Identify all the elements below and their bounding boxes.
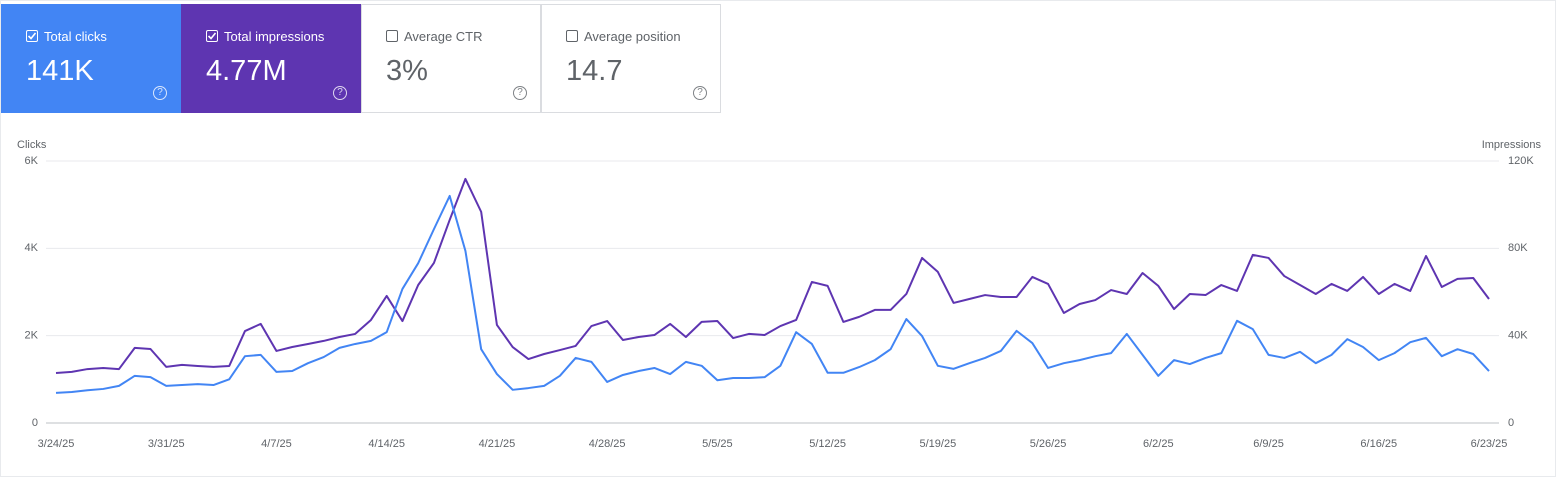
help-icon[interactable]: ? xyxy=(333,86,347,100)
y2-tick-label: 120K xyxy=(1508,155,1534,167)
y-axis-title: Clicks xyxy=(17,139,47,151)
x-tick-label: 6/9/25 xyxy=(1253,438,1284,450)
help-icon[interactable]: ? xyxy=(513,86,527,100)
series-line xyxy=(55,194,1490,394)
x-tick-label: 6/2/25 xyxy=(1143,438,1174,450)
y-tick-label: 0 xyxy=(32,417,38,429)
metric-value: 3% xyxy=(386,55,428,87)
metric-card[interactable]: Total clicks 141K? xyxy=(1,4,181,113)
metric-card[interactable]: Average position 14.7? xyxy=(541,4,721,113)
metric-label: Average position xyxy=(584,29,681,44)
checkbox[interactable] xyxy=(206,30,218,42)
x-tick-label: 5/26/25 xyxy=(1030,438,1067,450)
checkbox[interactable] xyxy=(26,30,38,42)
metric-value: 4.77M xyxy=(206,55,287,87)
x-tick-label: 5/12/25 xyxy=(809,438,846,450)
x-tick-label: 5/5/25 xyxy=(702,438,733,450)
metric-card[interactable]: Average CTR 3%? xyxy=(361,4,541,113)
x-tick-label: 6/16/25 xyxy=(1360,438,1397,450)
help-icon[interactable]: ? xyxy=(693,86,707,100)
x-tick-label: 6/23/25 xyxy=(1471,438,1508,450)
metric-label: Total impressions xyxy=(224,29,325,44)
metric-cards: Total clicks 141K? Total impressions 4.77M?… xyxy=(1,4,721,113)
y-tick-label: 2K xyxy=(25,330,39,342)
y-tick-label: 6K xyxy=(25,155,39,167)
y2-tick-label: 0 xyxy=(1508,417,1514,429)
y-tick-label: 4K xyxy=(25,242,39,254)
x-tick-label: 3/24/25 xyxy=(38,438,75,450)
x-tick-label: 4/28/25 xyxy=(589,438,626,450)
metric-value: 14.7 xyxy=(566,55,623,87)
y2-tick-label: 80K xyxy=(1508,242,1528,254)
x-tick-label: 3/31/25 xyxy=(148,438,185,450)
y2-tick-label: 40K xyxy=(1508,330,1528,342)
checkmark xyxy=(27,32,37,40)
checkbox[interactable] xyxy=(566,30,578,42)
x-tick-label: 4/14/25 xyxy=(368,438,405,450)
metric-card[interactable]: Total impressions 4.77M? xyxy=(181,4,361,113)
x-tick-label: 5/19/25 xyxy=(919,438,956,450)
metric-value: 141K xyxy=(26,55,94,87)
metric-label: Average CTR xyxy=(404,29,483,44)
x-tick-label: 4/7/25 xyxy=(261,438,292,450)
metric-label: Total clicks xyxy=(44,29,107,44)
help-icon[interactable]: ? xyxy=(153,86,167,100)
series-line xyxy=(55,177,1490,374)
checkmark xyxy=(207,32,217,40)
x-tick-label: 4/21/25 xyxy=(479,438,516,450)
checkbox[interactable] xyxy=(386,30,398,42)
y2-axis-title: Impressions xyxy=(1482,139,1542,151)
